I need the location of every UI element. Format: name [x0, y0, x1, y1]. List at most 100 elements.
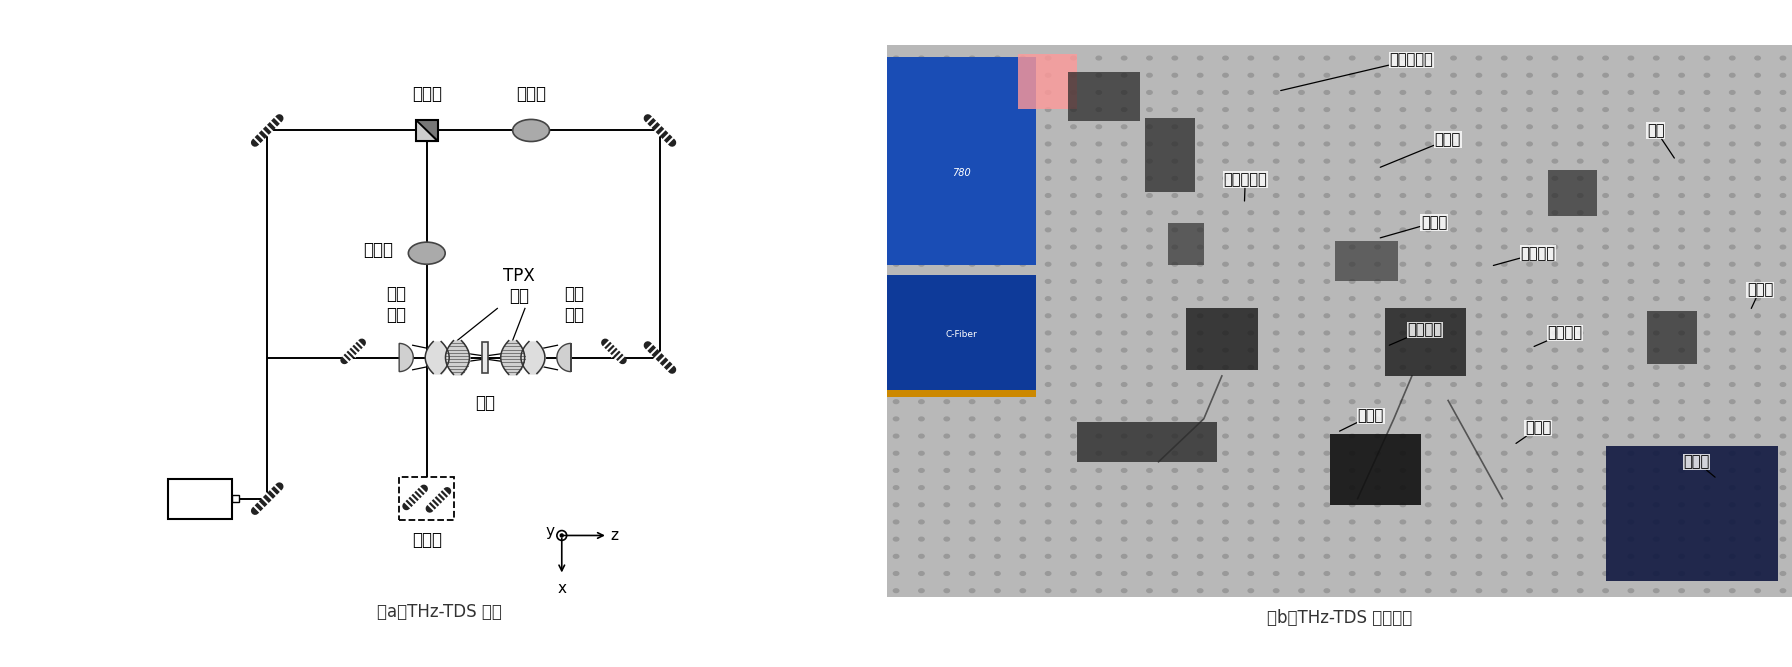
Circle shape — [1349, 73, 1355, 77]
Circle shape — [1527, 331, 1532, 335]
Circle shape — [1222, 486, 1228, 490]
Circle shape — [1425, 572, 1432, 576]
Circle shape — [1425, 452, 1432, 455]
Circle shape — [969, 262, 975, 266]
Circle shape — [1654, 503, 1659, 507]
Circle shape — [1502, 434, 1507, 438]
Circle shape — [1679, 262, 1684, 266]
Circle shape — [1779, 589, 1785, 592]
Circle shape — [1197, 383, 1202, 386]
Circle shape — [1654, 142, 1659, 146]
Circle shape — [894, 193, 900, 197]
Circle shape — [1602, 211, 1607, 215]
Circle shape — [1222, 159, 1228, 163]
Circle shape — [1502, 228, 1507, 231]
Circle shape — [1425, 554, 1432, 558]
Circle shape — [1172, 73, 1177, 77]
Circle shape — [1122, 366, 1127, 369]
Circle shape — [1552, 245, 1557, 249]
Circle shape — [1045, 177, 1050, 180]
Circle shape — [1629, 193, 1634, 197]
Circle shape — [1527, 538, 1532, 541]
Circle shape — [1072, 56, 1077, 60]
Circle shape — [1147, 452, 1152, 455]
Circle shape — [1425, 142, 1432, 146]
Circle shape — [1552, 314, 1557, 317]
Circle shape — [995, 366, 1000, 369]
Circle shape — [1425, 125, 1432, 129]
Circle shape — [1197, 589, 1202, 592]
Circle shape — [1349, 348, 1355, 352]
Circle shape — [1654, 520, 1659, 524]
Circle shape — [1754, 400, 1760, 404]
Circle shape — [1679, 331, 1684, 335]
Circle shape — [1020, 245, 1025, 249]
Circle shape — [1324, 589, 1330, 592]
Circle shape — [894, 400, 900, 404]
Circle shape — [1654, 91, 1659, 94]
Circle shape — [1172, 400, 1177, 404]
Circle shape — [1704, 434, 1710, 438]
Circle shape — [1247, 469, 1254, 472]
Circle shape — [1097, 211, 1102, 215]
Circle shape — [1729, 314, 1735, 317]
Circle shape — [1222, 331, 1228, 335]
Circle shape — [995, 383, 1000, 386]
Circle shape — [1704, 193, 1710, 197]
Circle shape — [1552, 262, 1557, 266]
Circle shape — [1577, 56, 1582, 60]
Circle shape — [1679, 366, 1684, 369]
Circle shape — [919, 417, 925, 421]
Circle shape — [1072, 331, 1077, 335]
Circle shape — [1222, 554, 1228, 558]
Circle shape — [1045, 452, 1050, 455]
Circle shape — [1324, 417, 1330, 421]
Circle shape — [1779, 297, 1785, 300]
Circle shape — [1729, 108, 1735, 111]
Circle shape — [1122, 177, 1127, 180]
Circle shape — [1704, 348, 1710, 352]
Circle shape — [1172, 366, 1177, 369]
Circle shape — [1629, 228, 1634, 231]
Circle shape — [969, 503, 975, 507]
Circle shape — [919, 589, 925, 592]
Circle shape — [1349, 142, 1355, 146]
Circle shape — [1197, 125, 1202, 129]
Circle shape — [1172, 572, 1177, 576]
Circle shape — [1654, 452, 1659, 455]
Circle shape — [1122, 348, 1127, 352]
Circle shape — [1020, 486, 1025, 490]
Circle shape — [1147, 142, 1152, 146]
Circle shape — [1425, 503, 1432, 507]
Circle shape — [1754, 159, 1760, 163]
Circle shape — [1729, 331, 1735, 335]
Circle shape — [1197, 245, 1202, 249]
Circle shape — [1147, 538, 1152, 541]
Circle shape — [1654, 211, 1659, 215]
Circle shape — [1324, 262, 1330, 266]
Text: 衰减片: 衰减片 — [516, 85, 547, 103]
Circle shape — [1577, 469, 1582, 472]
Circle shape — [1299, 297, 1305, 300]
Circle shape — [1045, 211, 1050, 215]
Circle shape — [1147, 469, 1152, 472]
Circle shape — [1679, 91, 1684, 94]
Circle shape — [1122, 554, 1127, 558]
Circle shape — [1324, 486, 1330, 490]
Circle shape — [1729, 91, 1735, 94]
Circle shape — [1729, 486, 1735, 490]
Circle shape — [1045, 91, 1050, 94]
Circle shape — [1425, 177, 1432, 180]
Circle shape — [1247, 520, 1254, 524]
Circle shape — [1197, 314, 1202, 317]
Circle shape — [1045, 73, 1050, 77]
Circle shape — [1577, 554, 1582, 558]
Circle shape — [1527, 262, 1532, 266]
Circle shape — [919, 572, 925, 576]
Circle shape — [1552, 486, 1557, 490]
Circle shape — [969, 245, 975, 249]
Circle shape — [1779, 262, 1785, 266]
Circle shape — [1349, 228, 1355, 231]
Circle shape — [1299, 73, 1305, 77]
Circle shape — [1425, 108, 1432, 111]
